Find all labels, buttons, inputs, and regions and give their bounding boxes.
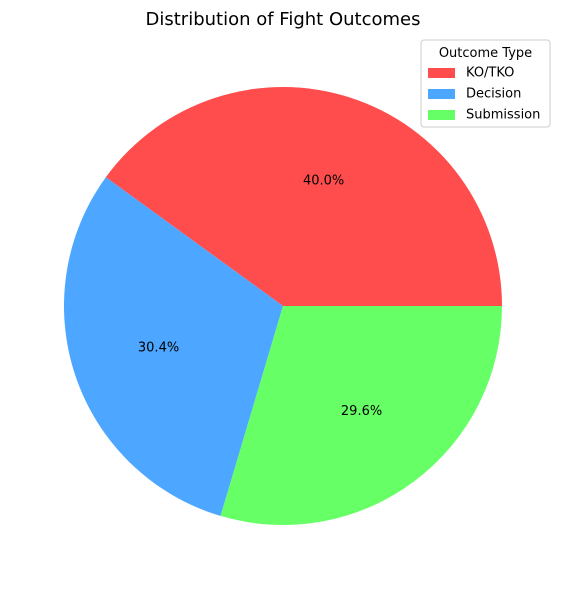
pie-value-labels: 40.0% 30.4% 29.6% bbox=[138, 174, 382, 419]
legend-swatch-submission bbox=[428, 110, 455, 120]
legend: Outcome Type KO/TKO Decision Submission bbox=[420, 39, 551, 128]
slice-value-label-submission: 29.6% bbox=[341, 404, 382, 419]
pie-slice-ko-tko bbox=[105, 87, 502, 306]
pie-slice-decision bbox=[64, 177, 283, 516]
legend-label-ko-tko: KO/TKO bbox=[466, 66, 514, 81]
legend-entries: KO/TKO Decision Submission bbox=[428, 66, 540, 123]
legend-label-submission: Submission bbox=[466, 108, 540, 123]
legend-title: Outcome Type bbox=[439, 46, 532, 61]
slice-value-label-decision: 30.4% bbox=[138, 341, 179, 356]
legend-label-decision: Decision bbox=[466, 87, 521, 102]
pie-slices bbox=[64, 87, 502, 525]
pie-slice-submission bbox=[220, 306, 502, 525]
legend-box bbox=[420, 39, 551, 128]
legend-swatch-decision bbox=[428, 89, 455, 99]
legend-swatch-ko-tko bbox=[428, 68, 455, 78]
slice-value-label-ko-tko: 40.0% bbox=[303, 174, 344, 189]
chart-title: Distribution of Fight Outcomes bbox=[146, 9, 421, 30]
